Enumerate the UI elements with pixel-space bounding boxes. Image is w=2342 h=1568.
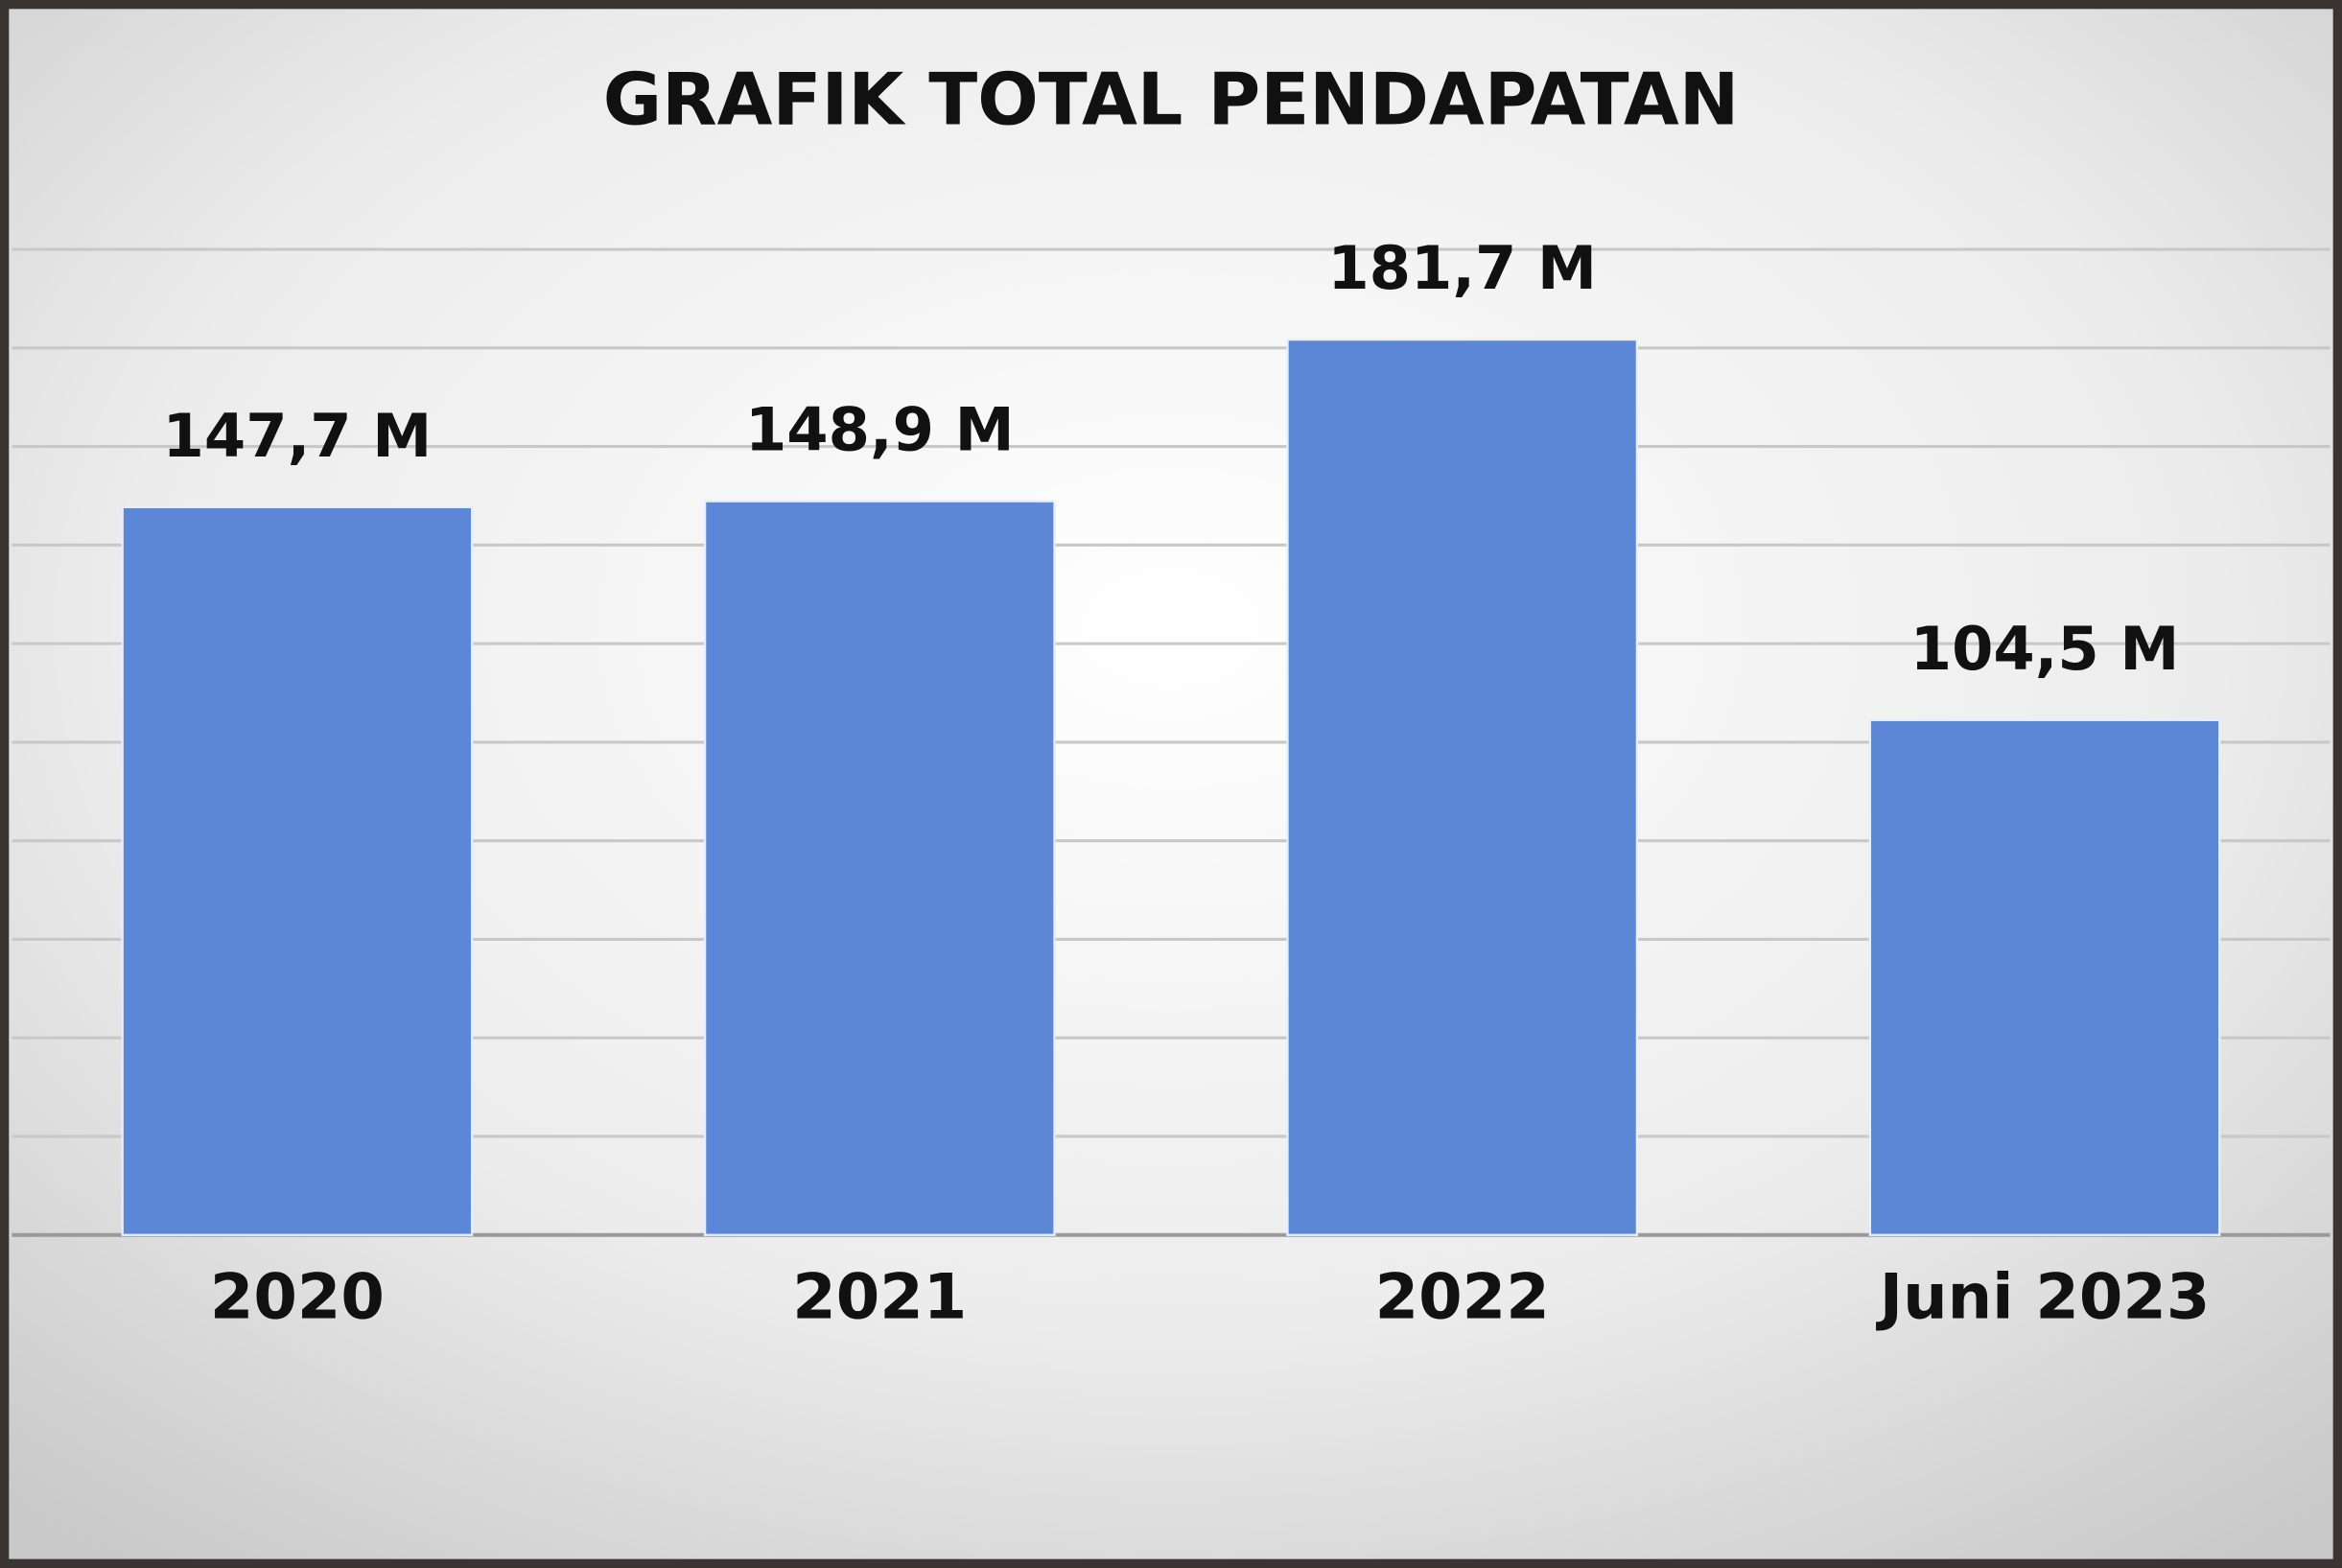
data-label: 104,5 M [1910, 614, 2180, 684]
x-tick-label: 2022 [1375, 1260, 1550, 1333]
x-tick-label: 2020 [210, 1260, 385, 1333]
data-label: 181,7 M [1327, 233, 1597, 303]
data-label: 147,7 M [163, 401, 433, 471]
bar [1868, 718, 2221, 1236]
chart-title: GRAFIK TOTAL PENDAPATAN [603, 59, 1740, 142]
x-tick-label: Juni 2023 [1876, 1260, 2211, 1333]
bar [703, 500, 1056, 1236]
bar [1286, 338, 1639, 1236]
x-tick-label: 2021 [792, 1260, 967, 1333]
data-label: 148,9 M [745, 395, 1015, 465]
bar [121, 505, 474, 1236]
